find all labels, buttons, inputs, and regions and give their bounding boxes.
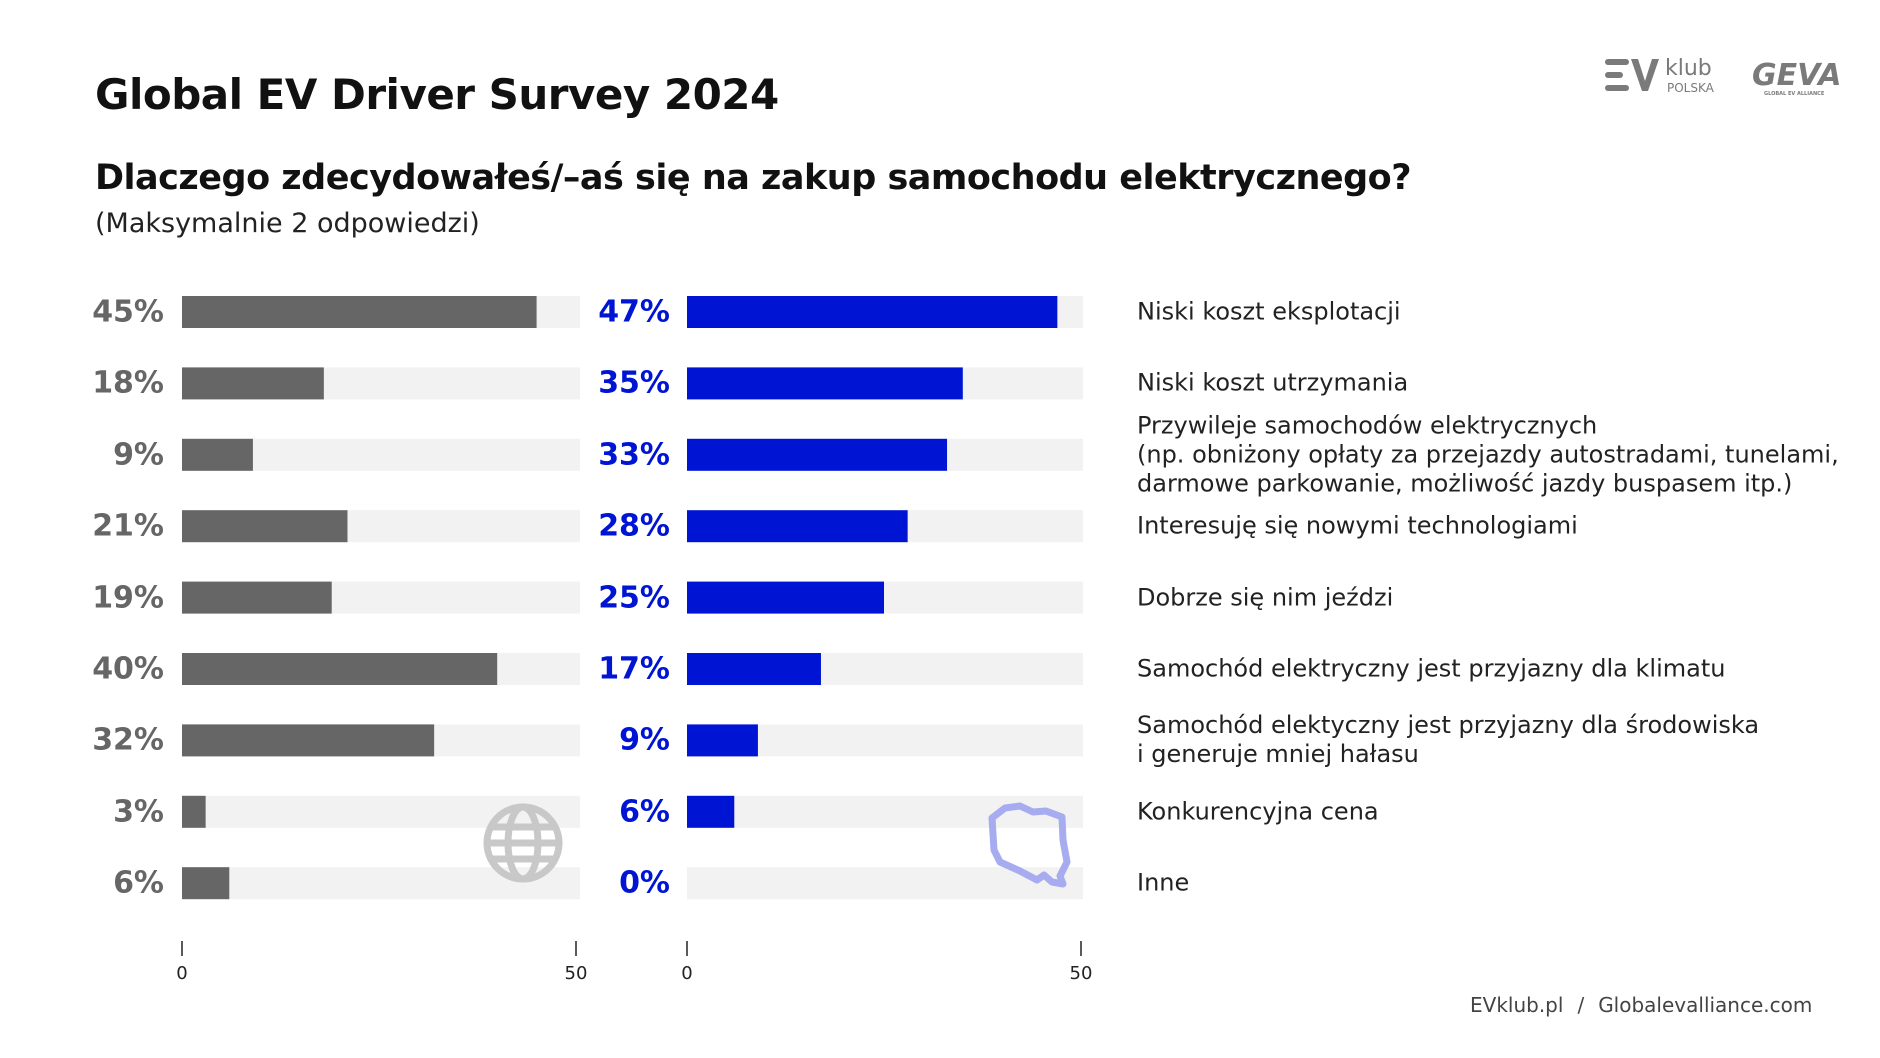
- category-label: Konkurencyjna cena: [1137, 797, 1379, 826]
- bar: [182, 438, 253, 471]
- bar-track: [182, 867, 580, 900]
- footer-separator: /: [1577, 993, 1585, 1017]
- tick-label: 50: [565, 963, 588, 984]
- category-label: Niski koszt eksplotacji: [1137, 297, 1401, 326]
- data-label: 28%: [598, 508, 670, 544]
- geva-logo: GEVA GLOBAL EV ALLIANCE: [1752, 58, 1842, 97]
- tick-label: 0: [176, 963, 187, 984]
- category-label: Niski koszt utrzymania: [1137, 368, 1409, 397]
- bar: [687, 724, 758, 757]
- data-label: 0%: [619, 865, 670, 901]
- globe-icon: [483, 803, 563, 883]
- svg-text:GEVA: GEVA: [1752, 58, 1842, 93]
- answer-note: (Maksymalnie 2 odpowiedzi): [95, 208, 480, 239]
- data-label: 6%: [619, 794, 670, 830]
- tick-label: 50: [1070, 963, 1093, 984]
- bar: [687, 795, 735, 828]
- svg-text:POLSKA: POLSKA: [1667, 81, 1715, 95]
- category-label: Samochód elektyczny jest przyjazny dla ś…: [1137, 711, 1760, 769]
- bar: [687, 296, 1058, 328]
- data-label: 33%: [598, 437, 670, 473]
- bar: [687, 367, 963, 400]
- data-label: 17%: [598, 651, 670, 687]
- bar: [182, 724, 435, 757]
- evklub-link[interactable]: EVklub.pl: [1470, 993, 1564, 1017]
- bar: [182, 367, 324, 400]
- bar: [687, 510, 908, 543]
- poland-map-icon: [988, 802, 1071, 888]
- survey-question: Dlaczego zdecydowałeś/–aś się na zakup s…: [95, 158, 1412, 198]
- data-label: 25%: [598, 580, 670, 616]
- data-label: 19%: [92, 580, 164, 616]
- footer: EVklub.pl / Globalevalliance.com: [1470, 993, 1812, 1017]
- data-label: 40%: [92, 651, 164, 687]
- bar: [687, 438, 948, 471]
- data-label: 32%: [92, 722, 164, 758]
- data-label: 9%: [113, 437, 164, 473]
- category-label: Inne: [1137, 868, 1190, 897]
- geva-link[interactable]: Globalevalliance.com: [1598, 993, 1813, 1017]
- svg-text:klub: klub: [1665, 56, 1712, 81]
- data-label: 6%: [113, 865, 164, 901]
- bar: [687, 653, 821, 685]
- bar-track: [687, 795, 1083, 828]
- page-title: Global EV Driver Survey 2024: [95, 70, 779, 119]
- bar: [182, 867, 230, 900]
- bar: [182, 581, 332, 614]
- bar: [182, 510, 348, 543]
- data-label: 47%: [598, 294, 670, 330]
- data-label: 35%: [598, 365, 670, 401]
- category-label: Przywileje samochodów elektrycznych (np.…: [1137, 411, 1839, 498]
- bar: [182, 795, 206, 828]
- data-label: 9%: [619, 722, 670, 758]
- bar-track: [182, 795, 580, 828]
- category-label: Samochód elektryczny jest przyjazny dla …: [1137, 654, 1726, 683]
- data-label: 45%: [92, 294, 164, 330]
- tick-label: 0: [681, 963, 692, 984]
- svg-text:GLOBAL EV ALLIANCE: GLOBAL EV ALLIANCE: [1764, 91, 1825, 97]
- data-label: 18%: [92, 365, 164, 401]
- data-label: 3%: [113, 794, 164, 830]
- bar: [687, 581, 884, 614]
- category-label: Dobrze się nim jeździ: [1137, 583, 1394, 612]
- evklub-logo: klub POLSKA: [1605, 56, 1715, 95]
- bar: [182, 296, 537, 328]
- data-label: 21%: [92, 508, 164, 544]
- bar: [182, 653, 498, 685]
- category-label: Interesuję się nowymi technologiami: [1137, 511, 1578, 540]
